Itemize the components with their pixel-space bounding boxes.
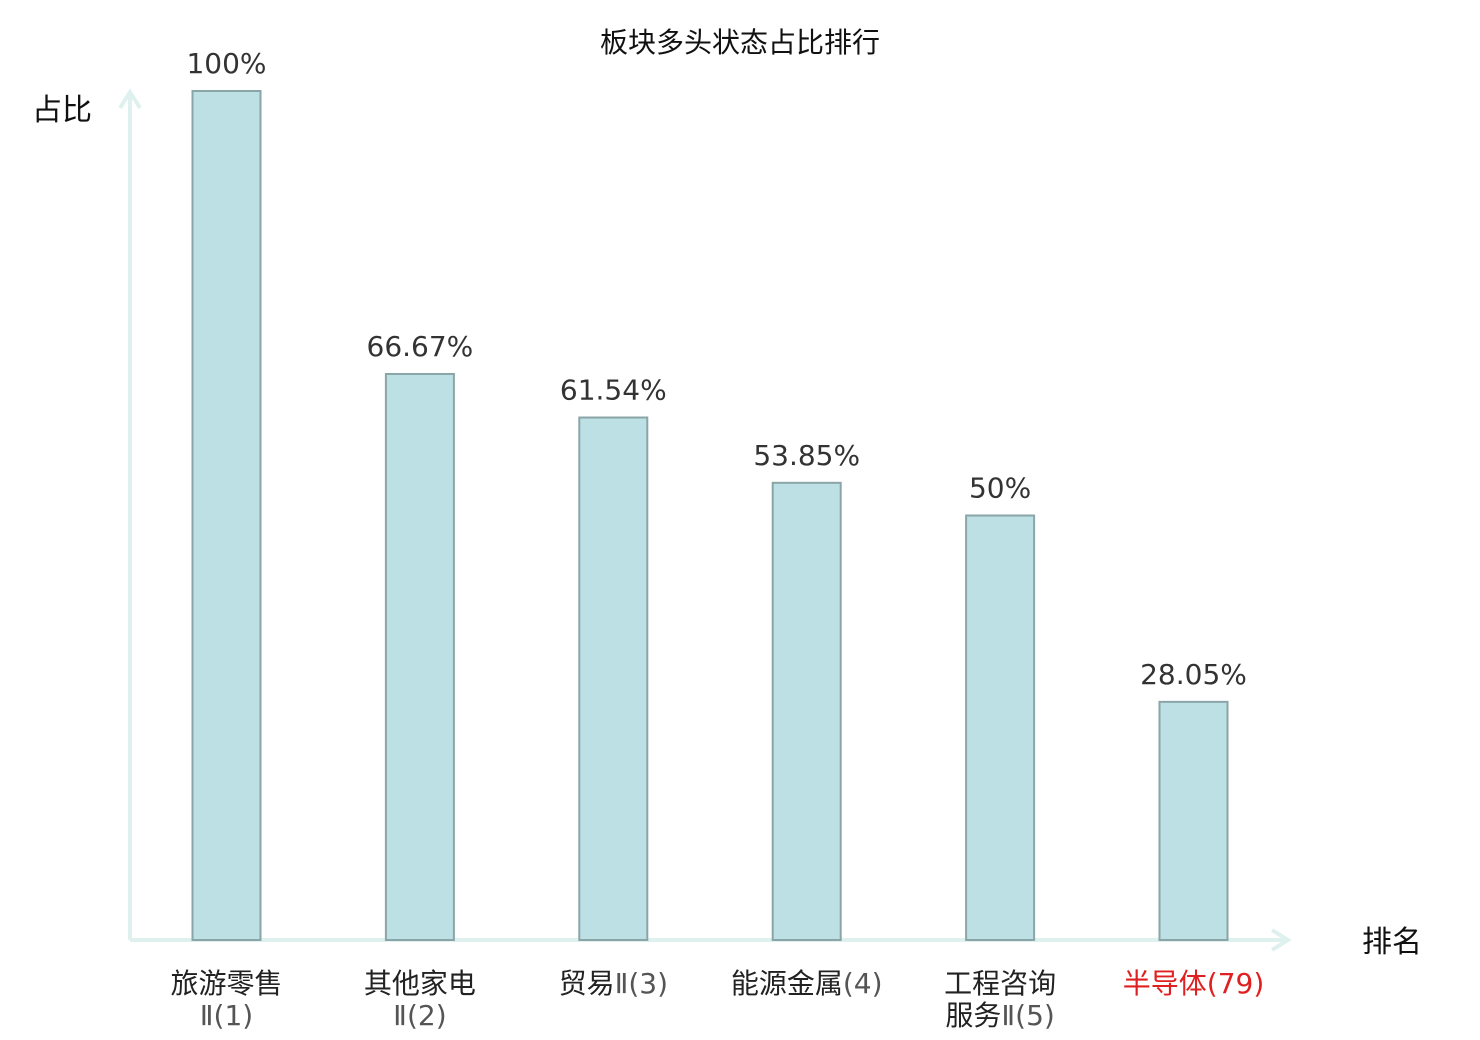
x-tick-label-text: 半导体(79)	[1123, 967, 1265, 1000]
x-tick-label-text: 其他家电	[364, 967, 476, 1000]
y-axis-label: 占比	[32, 93, 92, 128]
bar	[965, 514, 1036, 941]
value-labels: 100% 66.67% 61.54% 53.85% 50% 28.05%	[186, 47, 1246, 691]
bars	[191, 90, 1229, 942]
bar	[384, 372, 455, 942]
x-tick-label-line2: Ⅱ(1)	[200, 999, 253, 1032]
axes	[118, 88, 1292, 952]
x-tick-label-line2: 服务Ⅱ(5)	[945, 999, 1054, 1032]
bar-value-label: 50%	[969, 472, 1031, 505]
x-tick-label-text: 工程咨询	[944, 967, 1056, 1000]
bar-value-label: 66.67%	[367, 330, 474, 363]
bar	[578, 416, 649, 941]
x-tick-label-text: 贸易Ⅱ(3)	[559, 967, 668, 1000]
bar-value-label: 53.85%	[753, 439, 860, 472]
x-tick-label-line2: Ⅱ(2)	[393, 999, 446, 1032]
bar-value-label: 61.54%	[560, 374, 667, 407]
x-tick-label: 贸易Ⅱ(3)	[559, 967, 668, 1000]
y-axis-arrow	[118, 88, 142, 110]
x-axis-label: 排名	[1362, 925, 1422, 960]
bar	[191, 90, 262, 941]
x-tick-label: 半导体(79)	[1123, 967, 1265, 1000]
x-tick-label-text: 能源金属(4)	[731, 967, 883, 1000]
chart-title: 板块多头状态占比排行	[600, 26, 880, 59]
bar	[1158, 700, 1229, 942]
x-axis-arrow	[1270, 928, 1292, 952]
x-tick-label-text: 旅游零售	[170, 967, 282, 1000]
bar	[771, 481, 842, 941]
bar-value-label: 100%	[186, 47, 266, 80]
bar-value-label: 28.05%	[1140, 658, 1247, 691]
x-tick-label: 能源金属(4)	[731, 967, 883, 1000]
